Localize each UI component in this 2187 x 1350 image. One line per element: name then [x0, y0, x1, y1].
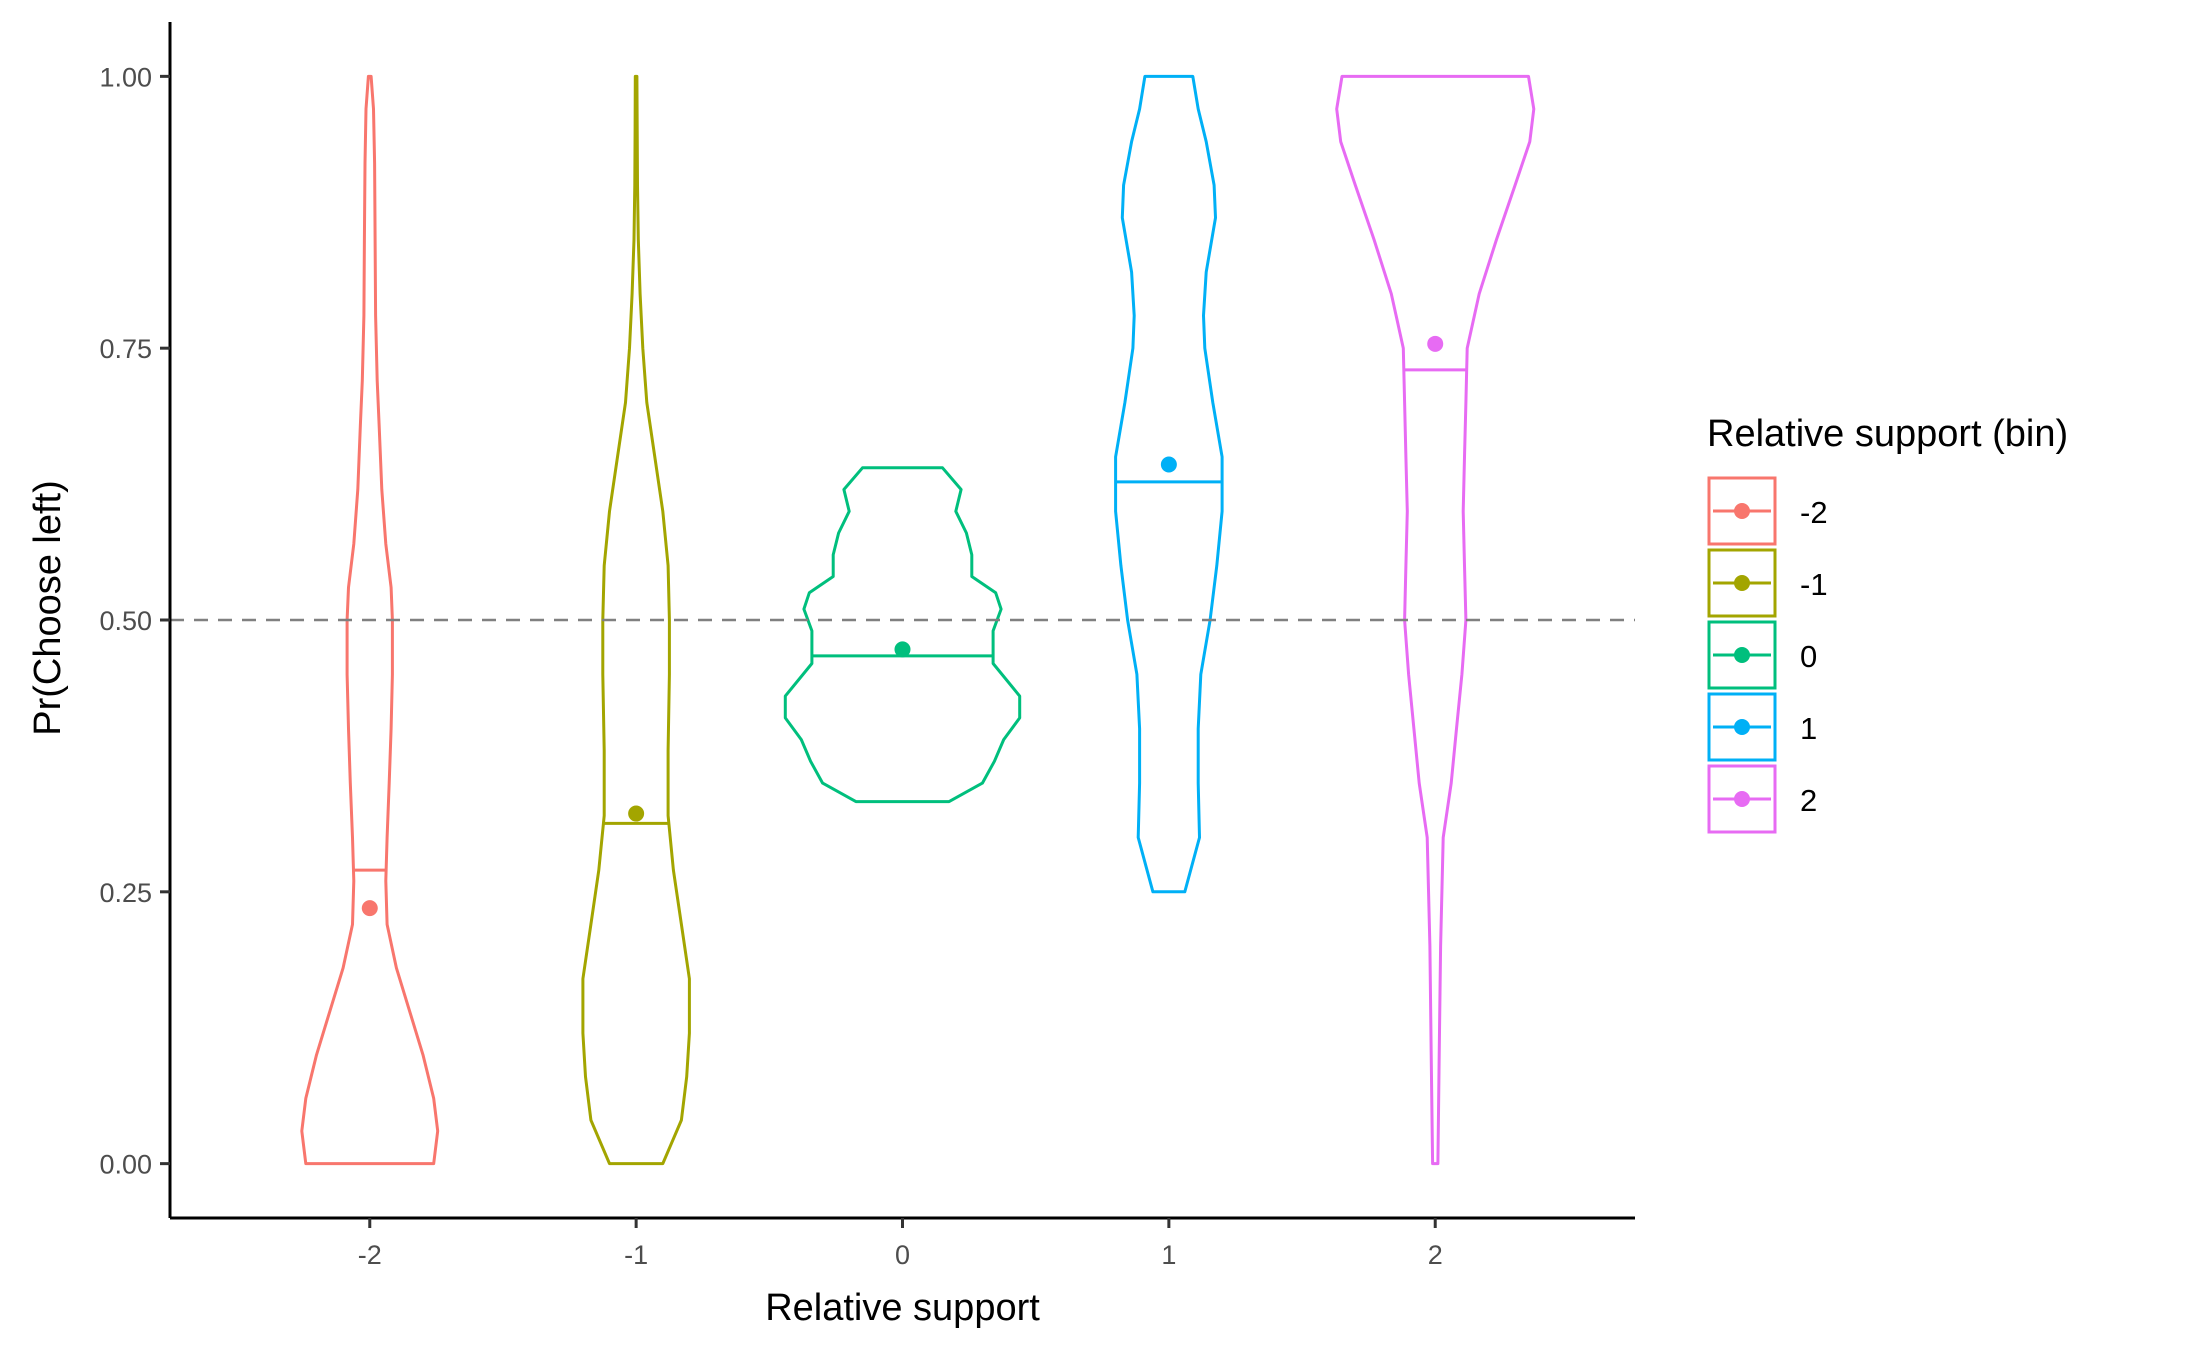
legend-label-0: 0: [1800, 639, 1817, 674]
legend-title: Relative support (bin): [1707, 413, 2068, 455]
x-tick-label: -1: [624, 1240, 648, 1270]
legend-key-point: [1734, 791, 1750, 807]
y-tick-label: 1.00: [99, 62, 152, 92]
mean-point--2: [361, 900, 378, 917]
x-tick-label: 0: [895, 1240, 910, 1270]
violin--2: [300, 74, 440, 1166]
violin-2: [1335, 74, 1536, 1166]
x-tick-label: 2: [1428, 1240, 1443, 1270]
mean-point-2: [1427, 335, 1444, 352]
legend-key-point: [1734, 575, 1750, 591]
mean-point-0: [894, 641, 911, 658]
legend-label--1: -1: [1800, 567, 1828, 602]
x-tick-label: 1: [1161, 1240, 1176, 1270]
y-tick-label: 0.50: [99, 606, 152, 636]
x-tick-label: -2: [358, 1240, 382, 1270]
violin-layer: [300, 74, 1536, 1166]
legend-key-point: [1734, 647, 1750, 663]
y-tick-label: 0.25: [99, 878, 152, 908]
y-axis-title: Pr(Choose left): [27, 480, 69, 736]
mean-point-1: [1160, 456, 1177, 473]
y-axis-ticks: 0.00 0.25 0.50 0.75 1.00: [99, 62, 170, 1180]
legend-key-point: [1734, 719, 1750, 735]
legend-label-2: 2: [1800, 783, 1817, 818]
x-axis-title: Relative support: [765, 1287, 1040, 1329]
violin-0: [783, 466, 1022, 804]
legend-label--2: -2: [1800, 495, 1828, 530]
violin-1: [1114, 74, 1224, 894]
y-tick-label: 0.00: [99, 1150, 152, 1180]
violin--1: [581, 74, 691, 1166]
legend-label-1: 1: [1800, 711, 1817, 746]
legend: Relative support (bin) -2 -1 0 1 2: [1707, 413, 2068, 834]
x-axis-ticks: -2 -1 0 1 2: [358, 1218, 1443, 1270]
mean-point--1: [628, 805, 645, 822]
legend-key-point: [1734, 503, 1750, 519]
y-tick-label: 0.75: [99, 334, 152, 364]
